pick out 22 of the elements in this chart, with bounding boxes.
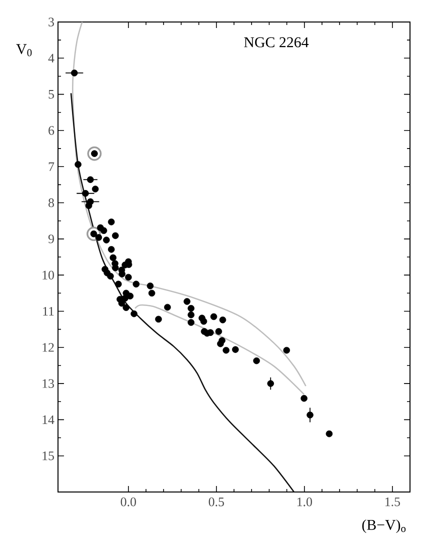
- x-tick-label: 1.5: [385, 498, 400, 506]
- y-tick-label: 12: [42, 343, 54, 352]
- y-tick-label: 7: [48, 162, 54, 171]
- text: NGC 2264: [244, 37, 309, 48]
- y-tick-label: 4: [48, 54, 54, 62]
- x-tick-label: 0.5: [208, 498, 224, 506]
- y-tick-label: 10: [42, 270, 54, 280]
- x-axis-title: (B−V)$_{o}$: [362, 519, 406, 533]
- line-series: [70, 92, 295, 492]
- y-tick-label: 3: [48, 18, 54, 26]
- x-tick-label: 1.0: [297, 498, 312, 506]
- y-tick-label: 15: [42, 452, 54, 460]
- y-tick-label: 9: [48, 234, 54, 244]
- x-tick-label: 0.0: [120, 498, 136, 506]
- y-axis-title: V$_{0}$: [16, 44, 32, 56]
- line-series: [72, 22, 306, 387]
- y-tick-label: 14: [42, 415, 54, 424]
- y-tick-label: 11: [43, 306, 54, 316]
- y-tick-label: 8: [48, 198, 54, 208]
- y-tick-label: 13: [42, 379, 54, 388]
- y-tick-label: 5: [48, 90, 54, 99]
- y-tick-label: 6: [48, 126, 54, 135]
